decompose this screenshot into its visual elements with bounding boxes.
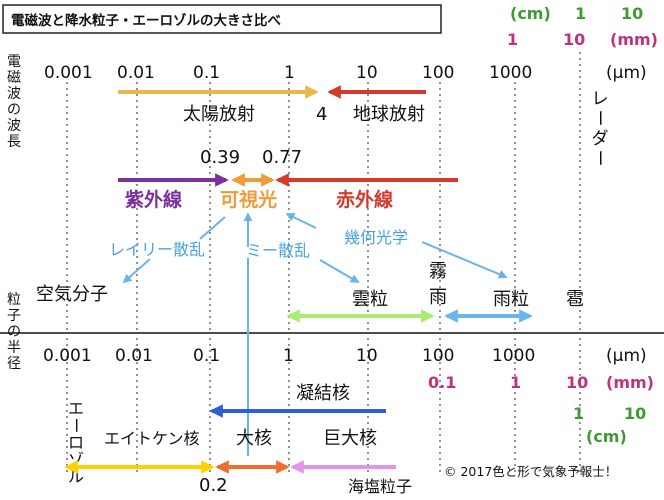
mie-arrow-to-cloud bbox=[319, 259, 360, 283]
bottom-tick-0.01: 0.01 bbox=[115, 346, 153, 366]
top-cm-value-10: 10 bbox=[621, 4, 643, 23]
aitken-nuclei-label: エイトケン核 bbox=[104, 429, 200, 448]
top-mm-value-1: 1 bbox=[507, 30, 518, 49]
drizzle-label: 雨 bbox=[429, 287, 447, 308]
bottom-cm-value-1: 1 bbox=[573, 404, 584, 423]
title-box bbox=[2, 4, 442, 34]
top-cm-label: (cm) bbox=[510, 4, 551, 23]
top-unit-label: (μm) bbox=[606, 63, 647, 83]
gridlines bbox=[66, 52, 581, 475]
terrestrial-radiation-label: 地球放射 bbox=[353, 104, 425, 125]
bottom-mm-label: (mm) bbox=[606, 373, 654, 392]
geometric-arrow-to-rain bbox=[421, 241, 508, 279]
aerosol-label: エーロゾル bbox=[66, 399, 85, 486]
top-tick-1: 1 bbox=[284, 63, 295, 83]
top-tick-1000: 1000 bbox=[489, 63, 532, 83]
bottom-tick-10: 10 bbox=[356, 346, 378, 366]
diagram-title: 電磁波と降水粒子・エーロゾルの大きさ比べ bbox=[11, 12, 281, 29]
wavelength-section-label-char: 電 bbox=[7, 54, 21, 70]
bottom-tick-0.001: 0.001 bbox=[43, 346, 92, 366]
top-tick-10: 10 bbox=[356, 63, 378, 83]
large-nuclei-label: 大核 bbox=[236, 428, 272, 449]
cloud-droplet-label: 雲粒 bbox=[352, 289, 388, 310]
radar-label-char: ー bbox=[589, 110, 609, 127]
radar-label-char: レ bbox=[592, 89, 609, 109]
top-mm-value-10: 10 bbox=[563, 30, 585, 49]
top-mm-label: (mm) bbox=[610, 30, 658, 49]
wavelength-section-label-char: 波 bbox=[7, 118, 21, 134]
particle-section-label-char: 半 bbox=[7, 340, 21, 356]
infrared-label: 赤外線 bbox=[336, 188, 393, 211]
aerosol-label-char: ル bbox=[68, 467, 84, 486]
scattering-arrows bbox=[122, 212, 508, 284]
aerosol-label-char: ー bbox=[66, 417, 85, 433]
top-tick-100: 100 bbox=[422, 63, 454, 83]
bottom-tick-0.1: 0.1 bbox=[193, 346, 220, 366]
wavelength-section-label-char: 長 bbox=[7, 134, 21, 150]
wavelength-section-label-char: の bbox=[7, 102, 21, 118]
visible-light-label: 可視光 bbox=[220, 188, 277, 211]
particle-section-label-char: 子 bbox=[7, 308, 21, 324]
bottom-mm-value-0.1: 0.1 bbox=[428, 373, 456, 392]
air-molecule-label: 空気分子 bbox=[36, 284, 108, 305]
top-tick-0.1: 0.1 bbox=[193, 63, 220, 83]
bottom-mm-value-10: 10 bbox=[566, 373, 588, 392]
hail-label: 雹 bbox=[566, 289, 584, 310]
bottom-cm-label: (cm) bbox=[586, 427, 627, 446]
aerosol-boundary-label: 0.2 bbox=[199, 475, 228, 496]
bottom-unit-label: (μm) bbox=[606, 346, 647, 366]
visible-max-wavelength: 0.77 bbox=[262, 147, 302, 168]
copyright-note: © 2017色と形で気象予報士！ bbox=[444, 464, 617, 479]
sea-salt-label: 海塩粒子 bbox=[348, 477, 412, 496]
visible-min-wavelength: 0.39 bbox=[200, 147, 240, 168]
bottom-tick-1000: 1000 bbox=[492, 346, 535, 366]
particle-section-label-char: 粒 bbox=[7, 292, 21, 308]
wavelength-section-label-char: 磁 bbox=[7, 70, 21, 86]
particle-section-label-char: の bbox=[7, 324, 21, 340]
giant-nuclei-label: 巨大核 bbox=[323, 428, 377, 449]
geometric-arrow-up bbox=[285, 213, 317, 229]
top-tick-0.01: 0.01 bbox=[117, 63, 155, 83]
rayleigh-arrow-start bbox=[199, 216, 226, 240]
rayleigh-arrow bbox=[122, 258, 151, 284]
fog-label: 霧 bbox=[429, 261, 447, 282]
condensation-nuclei-label: 凝結核 bbox=[296, 383, 350, 404]
particle-section-label-char: 径 bbox=[7, 356, 21, 372]
wavelength-section-label-char: 波 bbox=[7, 86, 21, 102]
rayleigh-scattering-label: レイリー散乱 bbox=[109, 240, 205, 259]
top-tick-0.001: 0.001 bbox=[44, 63, 93, 83]
aerosol-label-char: ロ bbox=[68, 433, 84, 452]
aerosol-label-char: エ bbox=[68, 399, 84, 418]
radar-label-char: ダ bbox=[592, 129, 609, 149]
geometric-optics-label: 幾何光学 bbox=[344, 228, 408, 247]
bottom-cm-value-10: 10 bbox=[624, 404, 646, 423]
bottom-tick-1: 1 bbox=[283, 346, 294, 366]
solar-radiation-label: 太陽放射 bbox=[183, 104, 255, 125]
bottom-mm-value-1: 1 bbox=[510, 373, 521, 392]
radar-label-char: ー bbox=[589, 150, 609, 167]
top-cm-value-1: 1 bbox=[575, 4, 586, 23]
radiation-boundary-label: 4 bbox=[316, 104, 327, 125]
ultraviolet-label: 紫外線 bbox=[125, 188, 182, 211]
mie-scattering-label: ミー散乱 bbox=[246, 241, 310, 260]
raindrop-label: 雨粒 bbox=[493, 289, 529, 310]
bottom-tick-100: 100 bbox=[422, 346, 454, 366]
